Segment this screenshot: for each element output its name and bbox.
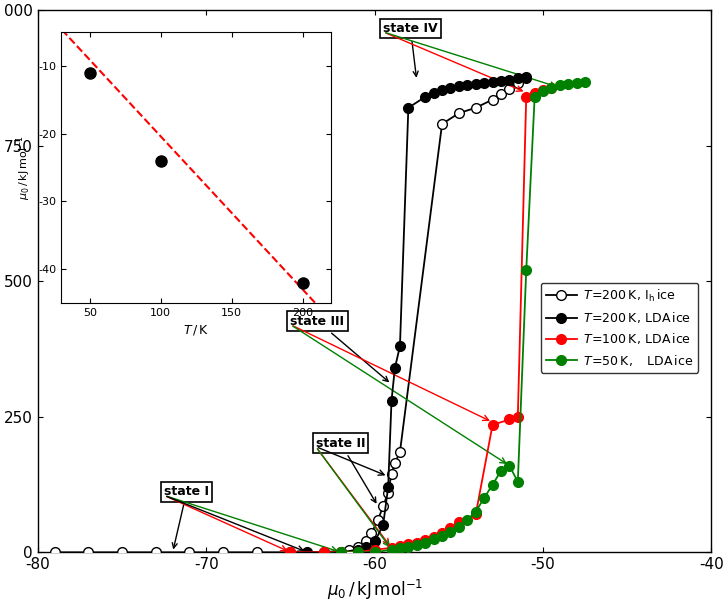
Text: state IV: state IV <box>383 22 438 76</box>
Legend: $T\!=\!200\,\mathrm{K},\,\mathrm{I_h\,ice}$, $T\!=\!200\,\mathrm{K},\,\mathrm{LD: $T\!=\!200\,\mathrm{K},\,\mathrm{I_h\,ic… <box>541 283 698 373</box>
Text: state III: state III <box>290 315 388 381</box>
X-axis label: $\mu_0\,/\,\mathrm{kJ\,mol^{-1}}$: $\mu_0\,/\,\mathrm{kJ\,mol^{-1}}$ <box>327 578 423 602</box>
Text: state I: state I <box>165 485 209 548</box>
Text: state II: state II <box>316 436 376 502</box>
